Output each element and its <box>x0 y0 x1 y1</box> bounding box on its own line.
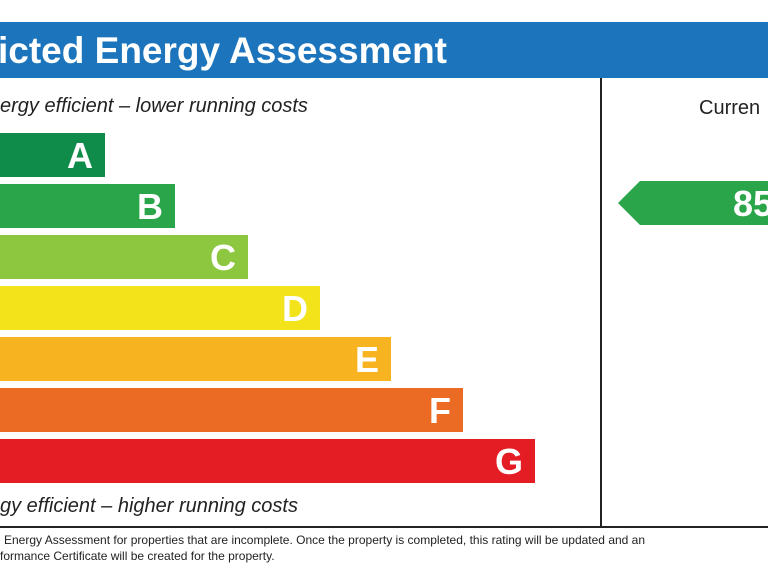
current-rating: 85 <box>733 183 768 224</box>
band-letter: B <box>137 186 163 227</box>
band-bar <box>0 388 463 432</box>
band-bar <box>0 337 391 381</box>
top-note: ergy efficient – lower running costs <box>0 95 308 117</box>
band-bar <box>0 184 175 228</box>
bottom-note: gy efficient – higher running costs <box>0 495 298 517</box>
band-letter: E <box>355 339 379 380</box>
title: icted Energy Assessment <box>0 30 447 71</box>
current-arrow <box>618 181 768 225</box>
band-bar <box>0 235 248 279</box>
band-letter: D <box>282 288 308 329</box>
band-bar <box>0 439 535 483</box>
band-bar <box>0 286 320 330</box>
band-letter: A <box>67 135 93 176</box>
footer-line: Energy Assessment for properties that ar… <box>4 533 645 547</box>
current-label: Curren <box>699 97 760 119</box>
band-letter: C <box>210 237 236 278</box>
band-letter: G <box>495 441 523 482</box>
header-bar <box>0 22 768 78</box>
band-bar <box>0 133 105 177</box>
bands: A B C D E F G <box>0 133 535 483</box>
band-letter: F <box>429 390 451 431</box>
footer-line: formance Certificate will be created for… <box>0 549 275 563</box>
